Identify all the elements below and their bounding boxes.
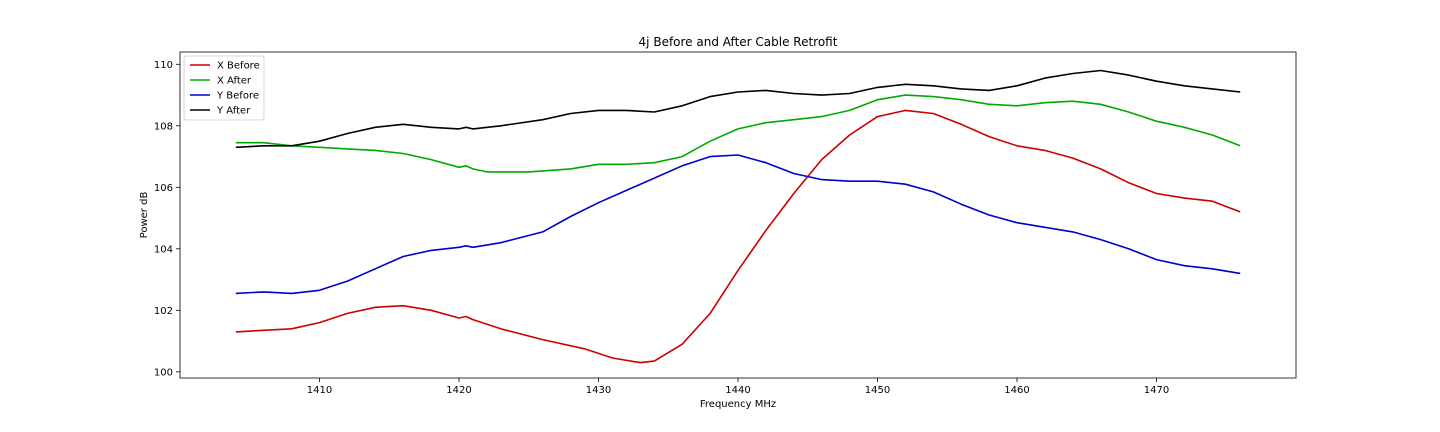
y-tick-label: 100: [154, 367, 173, 378]
legend-label: X Before: [217, 61, 260, 72]
y-tick-label: 102: [154, 306, 173, 317]
x-tick-label: 1440: [725, 385, 750, 396]
series-line-x-after: [235, 94, 1241, 173]
x-tick-label: 1470: [1144, 385, 1169, 396]
series-line-y-before: [235, 154, 1241, 295]
y-axis: 100 102 104 106 108 110: [154, 60, 180, 378]
legend-box: [183, 55, 265, 121]
chart-title: 4j Before and After Cable Retrofit: [639, 35, 838, 49]
y-axis-label: Power dB: [139, 192, 150, 239]
series-line-y-after: [235, 69, 1241, 149]
x-tick-label: 1460: [1004, 385, 1029, 396]
x-tick-label: 1450: [865, 385, 890, 396]
x-tick-label: 1410: [307, 385, 332, 396]
legend-label: Y Before: [216, 91, 259, 102]
x-axis-label: Frequency MHz: [700, 399, 776, 410]
y-tick-label: 108: [154, 121, 173, 132]
y-tick-label: 104: [154, 244, 173, 255]
plot-series: [235, 69, 1241, 364]
x-tick-label: 1430: [586, 385, 611, 396]
plot-frame: [179, 51, 1297, 379]
y-tick-label: 106: [154, 183, 173, 194]
legend-label: X After: [217, 76, 252, 87]
x-axis: 1410 1420 1430 1440 1450 1460 1470: [307, 378, 1169, 396]
series-line-x-before: [235, 109, 1241, 364]
y-tick-label: 110: [154, 60, 173, 71]
legend-label: Y After: [216, 106, 251, 117]
x-tick-label: 1420: [446, 385, 471, 396]
legend: X Before X After Y Before Y After: [183, 55, 265, 121]
